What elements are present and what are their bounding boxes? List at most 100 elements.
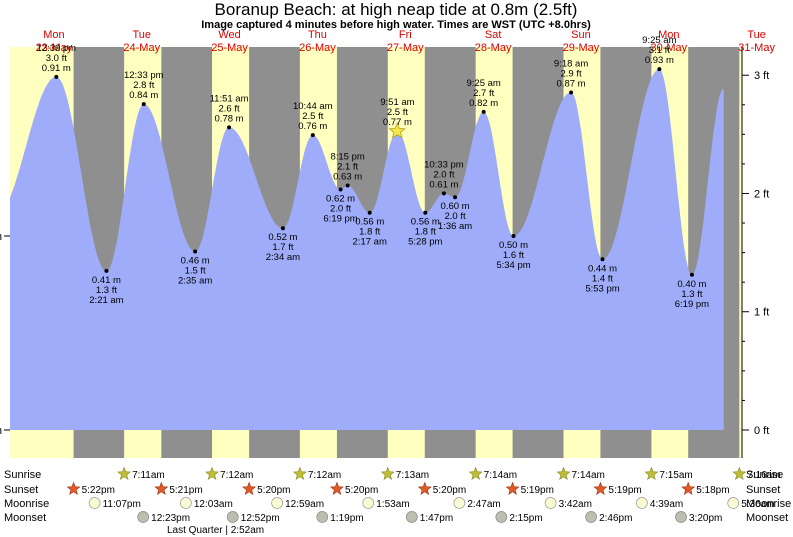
moonset-icon (137, 511, 150, 523)
sunrise-time: 7:13am (396, 470, 429, 481)
tide-curve (10, 69, 724, 430)
extreme-ft: 2.1 ft (337, 162, 358, 173)
moonset-time: 12:23pm (151, 513, 190, 524)
sunset-time: 5:19pm (608, 485, 641, 496)
extreme-time: 6:19 pm (323, 213, 357, 224)
extreme-dot (310, 133, 315, 138)
right-tick-label: 0 ft (754, 425, 769, 437)
extreme-m: 0.62 m (326, 193, 355, 204)
sunset-icon (505, 481, 520, 495)
extreme-m: 0.91 m (42, 63, 71, 74)
moonrise-icon (88, 497, 101, 509)
moonrise-time: 12:03am (194, 499, 233, 510)
day-name: Mon (658, 29, 679, 41)
extreme-m: 0.52 m (268, 232, 297, 243)
sunset-time: 5:19pm (521, 485, 554, 496)
extreme-m: 0.82 m (469, 98, 498, 109)
extreme-time: 5:34 pm (496, 260, 530, 271)
sunrise-time: 7:11am (132, 470, 165, 481)
extreme-m: 0.60 m (441, 201, 470, 212)
moonrise-icon (544, 497, 557, 509)
right-tick-label: 1 ft (754, 307, 769, 319)
moon-phase-label: Last Quarter | 2:52am (167, 525, 264, 536)
sunrise-icon (380, 466, 395, 480)
extreme-m: 0.76 m (298, 121, 327, 132)
sunset-time: 5:20pm (433, 485, 466, 496)
moonset-time: 1:47pm (420, 513, 453, 524)
extreme-ft: 2.5 ft (302, 111, 323, 122)
sunset-icon (330, 481, 344, 495)
current-tide-star (388, 122, 406, 139)
moonrise-icon (180, 497, 192, 509)
row-label-right: Moonset (746, 512, 788, 524)
moonset-icon (675, 511, 687, 523)
sunrise-icon (292, 466, 307, 480)
moonset-time: 3:20pm (689, 513, 722, 524)
day-date: 31-May (738, 42, 775, 54)
day-name: Tue (132, 29, 151, 41)
extreme-dot (193, 249, 198, 254)
moonrise-time: 2:47am (467, 499, 500, 510)
sunrise-icon (205, 466, 219, 480)
extreme-ft: 1.5 ft (185, 266, 206, 277)
sunrise-icon (468, 466, 483, 480)
sunset-time: 5:22pm (82, 485, 115, 496)
sunset-icon (242, 481, 257, 495)
day-date: 28-May (475, 42, 512, 54)
extreme-ft: 2.0 ft (330, 203, 351, 214)
extreme-time: 1:36 am (438, 221, 472, 232)
extreme-dot (657, 67, 662, 72)
extreme-m: 0.56 m (355, 217, 384, 228)
moonrise-time: 5:36am (741, 499, 774, 510)
moonrise-time: 3:42am (559, 499, 592, 510)
sunrise-icon (732, 466, 747, 480)
day-date: 24-May (123, 42, 160, 54)
extreme-ft: 2.0 ft (433, 169, 454, 180)
extreme-dot (441, 191, 446, 196)
extreme-ft: 2.6 ft (218, 103, 239, 114)
extreme-dot (104, 268, 109, 273)
extreme-m: 0.56 m (411, 217, 440, 228)
extreme-m: 0.44 m (588, 263, 617, 274)
row-label-left: Moonrise (4, 498, 49, 510)
extreme-ft: 2.7 ft (473, 88, 494, 99)
left-tick-label: 0.5 m (0, 231, 2, 243)
extreme-dot (481, 109, 486, 114)
sunrise-time: 7:12am (220, 470, 253, 481)
extreme-m: 0.50 m (499, 240, 528, 251)
extreme-time: 2:35 am (178, 276, 212, 287)
day-name: Wed (218, 29, 240, 41)
extreme-time: 6:19 pm (675, 299, 709, 310)
extreme-m: 0.61 m (429, 179, 458, 190)
sunset-time: 5:20pm (345, 485, 378, 496)
sunrise-time: 7:14am (484, 470, 517, 481)
row-label-right: Sunset (746, 484, 780, 496)
extreme-time: 10:44 am (293, 101, 333, 112)
extreme-ft: 2.0 ft (444, 211, 465, 222)
extreme-time: 8:15 pm (330, 152, 364, 163)
extreme-dot (569, 90, 574, 95)
day-date: 23-May (36, 42, 73, 54)
sunrise-icon (117, 466, 132, 480)
moonset-icon (316, 511, 329, 523)
extreme-time: 10:33 pm (424, 159, 464, 170)
day-date: 25-May (211, 42, 248, 54)
sunset-time: 5:20pm (257, 485, 290, 496)
sunset-icon (593, 481, 608, 495)
sunset-time: 5:21pm (169, 485, 202, 496)
moonrise-icon (727, 497, 740, 509)
moonset-icon (405, 511, 418, 523)
row-label-right: Sunrise (746, 469, 783, 481)
extreme-ft: 1.8 ft (415, 227, 436, 238)
extreme-ft: 2.5 ft (387, 107, 408, 118)
chart-title: Boranup Beach: at high neap tide at 0.8m… (215, 0, 578, 19)
extreme-m: 0.93 m (645, 55, 674, 66)
extreme-dot (141, 102, 146, 107)
moonrise-time: 1:53am (376, 499, 409, 510)
extreme-ft: 1.3 ft (96, 285, 117, 296)
extreme-m: 0.40 m (677, 279, 706, 290)
extreme-time: 12:33 pm (124, 70, 164, 81)
moonrise-time: 11:07pm (103, 499, 141, 510)
moonrise-time: 12:59am (285, 499, 324, 510)
sunset-icon (417, 481, 432, 495)
